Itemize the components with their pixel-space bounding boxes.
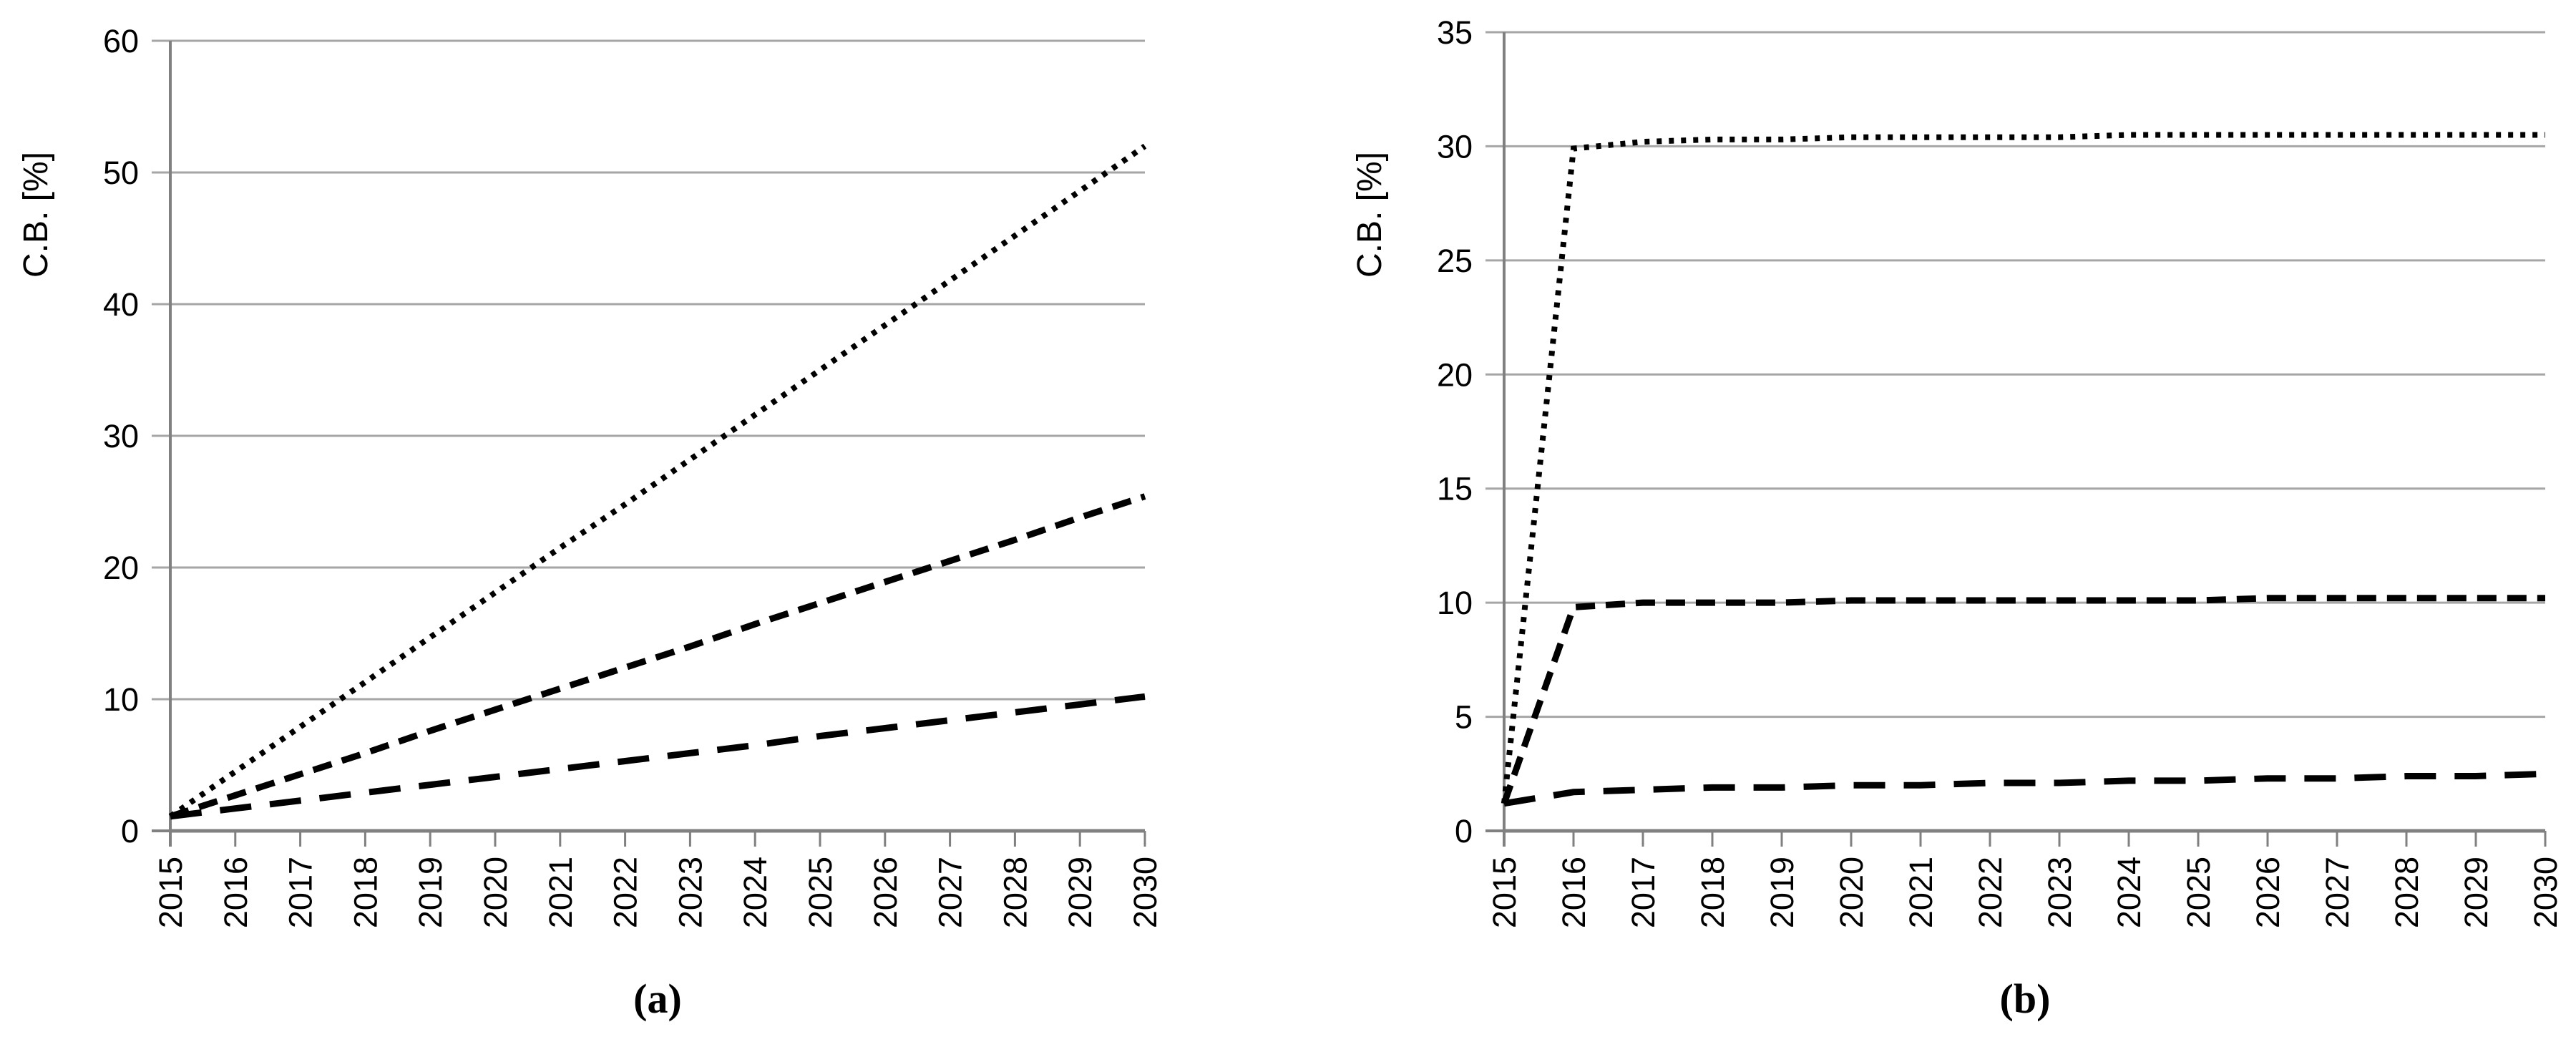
y-axis-title: C.B. [%] — [17, 152, 55, 278]
y-tick-label-0: 0 — [121, 813, 139, 849]
series-dotted — [168, 143, 1147, 819]
chart-a-caption: (a) — [633, 975, 682, 1022]
x-tick-label-2028: 2028 — [997, 857, 1033, 928]
x-tick-label-2016: 2016 — [1556, 857, 1592, 928]
x-tick-label-2030: 2030 — [1127, 857, 1163, 928]
x-tick-label-2022: 2022 — [608, 857, 644, 928]
x-tick-label-2015: 2015 — [1486, 857, 1523, 928]
y-tick-label-20: 20 — [103, 550, 139, 586]
y-tick-label-30: 30 — [103, 418, 139, 454]
chart-a-figure: 0 10 20 30 40 50 60 2015 2016 2017 2018 2019 2020 202… — [17, 23, 1163, 1022]
x-tick-label-2021: 2021 — [1903, 857, 1939, 928]
x-tick-label-2027: 2027 — [932, 857, 969, 928]
y-tick-label-25: 25 — [1437, 243, 1473, 279]
y-tick-label-35: 35 — [1437, 14, 1473, 51]
x-tick-label-2018: 2018 — [347, 857, 384, 928]
x-tick-label-2026: 2026 — [867, 857, 904, 928]
x-tick-label-2024: 2024 — [2111, 857, 2147, 928]
x-tick-label-2020: 2020 — [477, 857, 514, 928]
series-dotted — [1501, 132, 2545, 804]
x-tick-label-2017: 2017 — [1625, 857, 1662, 928]
x-tick-label-2028: 2028 — [2389, 857, 2425, 928]
x-tick-label-2025: 2025 — [2180, 857, 2217, 928]
y-tick-label-15: 15 — [1437, 471, 1473, 507]
series-long-dash — [170, 693, 1146, 820]
y-tick-label-10: 10 — [1437, 585, 1473, 621]
chart-b-caption: (b) — [1999, 975, 2051, 1022]
x-tick-label-2023: 2023 — [2041, 857, 2078, 928]
x-tick-label-2026: 2026 — [2250, 857, 2286, 928]
y-tick-label-50: 50 — [103, 155, 139, 191]
x-tick-label-2015: 2015 — [152, 857, 189, 928]
x-tick-label-2024: 2024 — [737, 857, 774, 928]
x-tick-label-2017: 2017 — [283, 857, 319, 928]
series-long-dash — [1503, 770, 2546, 807]
x-tick-label-2029: 2029 — [2458, 857, 2494, 928]
chart-b-figure: 0 5 10 15 20 25 30 35 2015 2016 2017 2018 2019 2020 20… — [1288, 0, 2576, 1052]
y-axis-title: C.B. [%] — [1351, 152, 1389, 278]
series-short-dash — [1501, 595, 2545, 805]
y-tick-label-5: 5 — [1455, 699, 1473, 736]
x-tick-label-2029: 2029 — [1062, 857, 1098, 928]
series-short-dash — [169, 493, 1146, 820]
y-tick-label-60: 60 — [103, 23, 139, 59]
x-tick-label-2022: 2022 — [1972, 857, 2009, 928]
x-tick-label-2016: 2016 — [218, 857, 254, 928]
x-tick-label-2019: 2019 — [412, 857, 449, 928]
x-tick-label-2021: 2021 — [542, 857, 579, 928]
x-tick-label-2019: 2019 — [1764, 857, 1800, 928]
x-tick-label-2018: 2018 — [1694, 857, 1731, 928]
x-tick-label-2030: 2030 — [2527, 857, 2564, 928]
y-tick-label-20: 20 — [1437, 356, 1473, 393]
x-tick-label-2023: 2023 — [672, 857, 708, 928]
y-tick-label-10: 10 — [103, 681, 139, 718]
x-tick-label-2027: 2027 — [2319, 857, 2356, 928]
y-tick-label-0: 0 — [1455, 813, 1473, 849]
y-tick-label-40: 40 — [103, 286, 139, 323]
x-tick-label-2025: 2025 — [802, 857, 839, 928]
y-tick-label-30: 30 — [1437, 128, 1473, 165]
x-tick-label-2020: 2020 — [1833, 857, 1870, 928]
